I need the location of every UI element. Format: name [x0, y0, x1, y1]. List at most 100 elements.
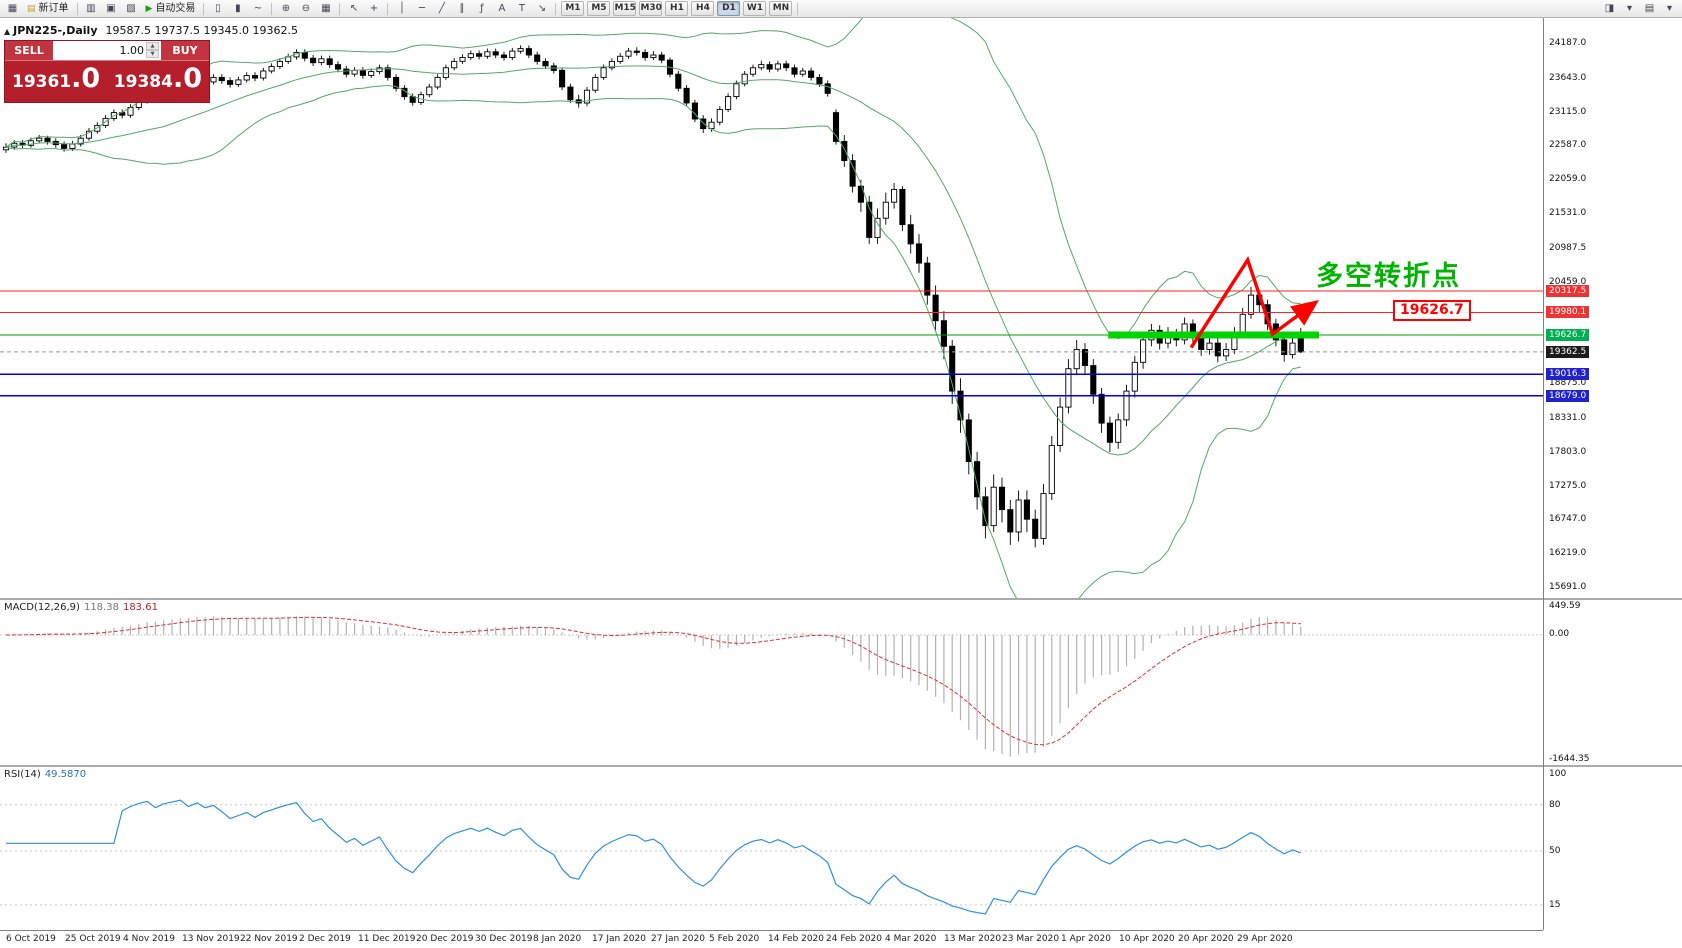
- date-label: 22 Nov 2019: [240, 934, 298, 944]
- time-axis[interactable]: 6 Oct 2019 25 Oct 2019 4 Nov 2019 13 Nov 20…: [0, 930, 1543, 948]
- profiles-icon[interactable]: ▤: [1644, 2, 1655, 14]
- dropdown-icon[interactable]: ▾: [1626, 2, 1633, 14]
- macd-indicator[interactable]: [0, 600, 1543, 765]
- candlestick-mode-icon[interactable]: ▮: [235, 2, 241, 14]
- timeframe-d1-button[interactable]: D1: [717, 1, 741, 16]
- chart-window-icon[interactable]: ◨: [1604, 2, 1615, 14]
- date-label: 4 Nov 2019: [123, 934, 175, 944]
- horizontal-line-icon[interactable]: ─: [418, 2, 425, 14]
- navigator-icon[interactable]: ▧: [126, 2, 136, 14]
- bar-chart-mode-icon[interactable]: ▯: [215, 2, 221, 14]
- price-badge: 19980.1: [1546, 306, 1590, 318]
- timeframe-m15-button[interactable]: M15: [613, 1, 637, 16]
- date-label: 14 Feb 2020: [768, 934, 825, 944]
- rsi-indicator[interactable]: [0, 767, 1543, 930]
- date-label: 27 Jan 2020: [651, 934, 705, 944]
- date-label: 20 Apr 2020: [1178, 934, 1234, 944]
- rsi-axis-label: 80: [1549, 800, 1561, 810]
- date-label: 25 Oct 2019: [65, 934, 121, 944]
- rsi-title: RSI(14) 49.5870: [4, 769, 86, 780]
- price-tick: 24187.0: [1549, 38, 1587, 48]
- rsi-label: RSI(14): [4, 769, 41, 780]
- buy-price[interactable]: 19384.0: [113, 63, 202, 94]
- rsi-axis-label: 100: [1549, 769, 1567, 779]
- timeframe-h4-button[interactable]: H4: [691, 1, 715, 16]
- data-window-icon[interactable]: ▣: [106, 2, 116, 14]
- price-tick: 21531.0: [1549, 208, 1587, 218]
- tile-windows-icon[interactable]: ▦: [321, 2, 331, 14]
- price-tick: 23115.0: [1549, 107, 1587, 117]
- date-label: 29 Apr 2020: [1237, 934, 1293, 944]
- price-badge: 20317.5: [1546, 285, 1590, 297]
- new-chart-icon[interactable]: ▦: [7, 2, 18, 14]
- price-tick: 17275.0: [1549, 481, 1587, 491]
- fibonacci-icon[interactable]: ƒ: [480, 2, 484, 14]
- channel-icon[interactable]: ∥: [459, 2, 465, 14]
- toolbar-separator: [76, 2, 78, 15]
- date-label: 17 Jan 2020: [592, 934, 646, 944]
- line-chart-mode-icon[interactable]: ~: [253, 2, 263, 14]
- price-badge: 19626.7: [1546, 329, 1590, 341]
- timeframe-h1-button[interactable]: H1: [665, 1, 689, 16]
- zoom-in-icon[interactable]: ⊕: [281, 2, 291, 14]
- panel-divider[interactable]: [0, 598, 1543, 600]
- trendline-icon[interactable]: ╱: [438, 2, 445, 14]
- timeframe-w1-button[interactable]: W1: [743, 1, 767, 16]
- macd-label: MACD(12,26,9): [4, 602, 80, 613]
- date-label: 20 Dec 2019: [416, 934, 474, 944]
- toolbar-separator: [555, 2, 557, 15]
- new-order-button-label: 新订单: [38, 2, 69, 14]
- price-tick: 15691.0: [1549, 582, 1587, 592]
- price-tick: 20987.5: [1549, 243, 1587, 253]
- ohlc-values: 19587.5 19737.5 19345.0 19362.5: [105, 24, 298, 37]
- date-label: 2 Dec 2019: [299, 934, 351, 944]
- dropdown-icon[interactable]: ▾: [1666, 2, 1673, 14]
- price-badge: 18679.0: [1546, 390, 1590, 402]
- price-tick: 18875.0: [1549, 378, 1587, 388]
- symbol-timeframe: JPN225-,Daily: [13, 24, 98, 37]
- macd-axis-label: -1644.35: [1549, 754, 1590, 764]
- vertical-line-icon[interactable]: │: [398, 2, 405, 14]
- date-label: 6 Oct 2019: [6, 934, 56, 944]
- rsi-value: 49.5870: [44, 769, 87, 780]
- price-tick: 16219.0: [1549, 548, 1587, 558]
- price-chart[interactable]: [0, 18, 1543, 598]
- price-tick: 23643.0: [1549, 73, 1587, 83]
- cursor-icon[interactable]: ↖: [349, 2, 359, 14]
- price-tick: 20459.0: [1549, 277, 1587, 287]
- price-tick: 16747.0: [1549, 514, 1587, 524]
- date-label: 1 Apr 2020: [1061, 934, 1111, 944]
- timeframe-mn-button[interactable]: MN: [769, 1, 793, 16]
- price-axis[interactable]: 24187.0 23643.0 23115.0 22587.0 22059.0 21531…: [1543, 18, 1682, 930]
- date-label: 10 Apr 2020: [1119, 934, 1175, 944]
- text-icon[interactable]: A: [498, 2, 506, 14]
- toolbar-separator: [271, 2, 273, 15]
- volume-up-button[interactable]: ▲: [146, 42, 159, 50]
- turning-point-annotation: 多空转折点: [1316, 261, 1461, 292]
- volume-field: ▲ ▼: [53, 41, 161, 60]
- price-tick: 22587.0: [1549, 140, 1587, 150]
- crosshair-icon[interactable]: +: [369, 2, 379, 14]
- chart-workspace: ▲ JPN225-,Daily 19587.5 19737.5 19345.0 19…: [0, 18, 1682, 948]
- new-order-button[interactable]: ▤ 新订单: [23, 2, 73, 16]
- timeframe-m5-button[interactable]: M5: [587, 1, 611, 16]
- arrow-tools-icon[interactable]: ↘: [537, 2, 547, 14]
- zoom-out-icon[interactable]: ⊖: [301, 2, 311, 14]
- autotrading-button[interactable]: ▶ 自动交易: [142, 2, 200, 16]
- market-watch-icon[interactable]: ▥: [86, 2, 96, 14]
- timeframe-m30-button[interactable]: M30: [639, 1, 663, 16]
- sell-button[interactable]: SELL: [5, 41, 53, 60]
- sell-price[interactable]: 19361.0: [12, 63, 101, 94]
- macd-signal-value: 183.61: [122, 602, 158, 613]
- panel-divider[interactable]: [0, 765, 1543, 767]
- buy-button[interactable]: BUY: [161, 41, 209, 60]
- text-label-icon[interactable]: T: [518, 2, 525, 14]
- date-label: 5 Feb 2020: [709, 934, 760, 944]
- volume-input[interactable]: [54, 41, 160, 60]
- timeframe-m1-button[interactable]: M1: [561, 1, 585, 16]
- macd-main-value: 118.38: [83, 602, 119, 613]
- collapse-arrow-icon[interactable]: ▲: [4, 27, 11, 36]
- volume-down-button[interactable]: ▼: [146, 50, 159, 58]
- toolbar: ▦ ▤ 新订单 ▥ ▣ ▧ ▶ 自动交易 ▯ ▮ ~ ⊕ ⊖ ▦ ↖ + │ ─ ╱ ∥ ƒ A T ↘ M1 M5 M15 M30 H…: [0, 0, 1682, 18]
- macd-title: MACD(12,26,9) 118.38 183.61: [4, 602, 158, 613]
